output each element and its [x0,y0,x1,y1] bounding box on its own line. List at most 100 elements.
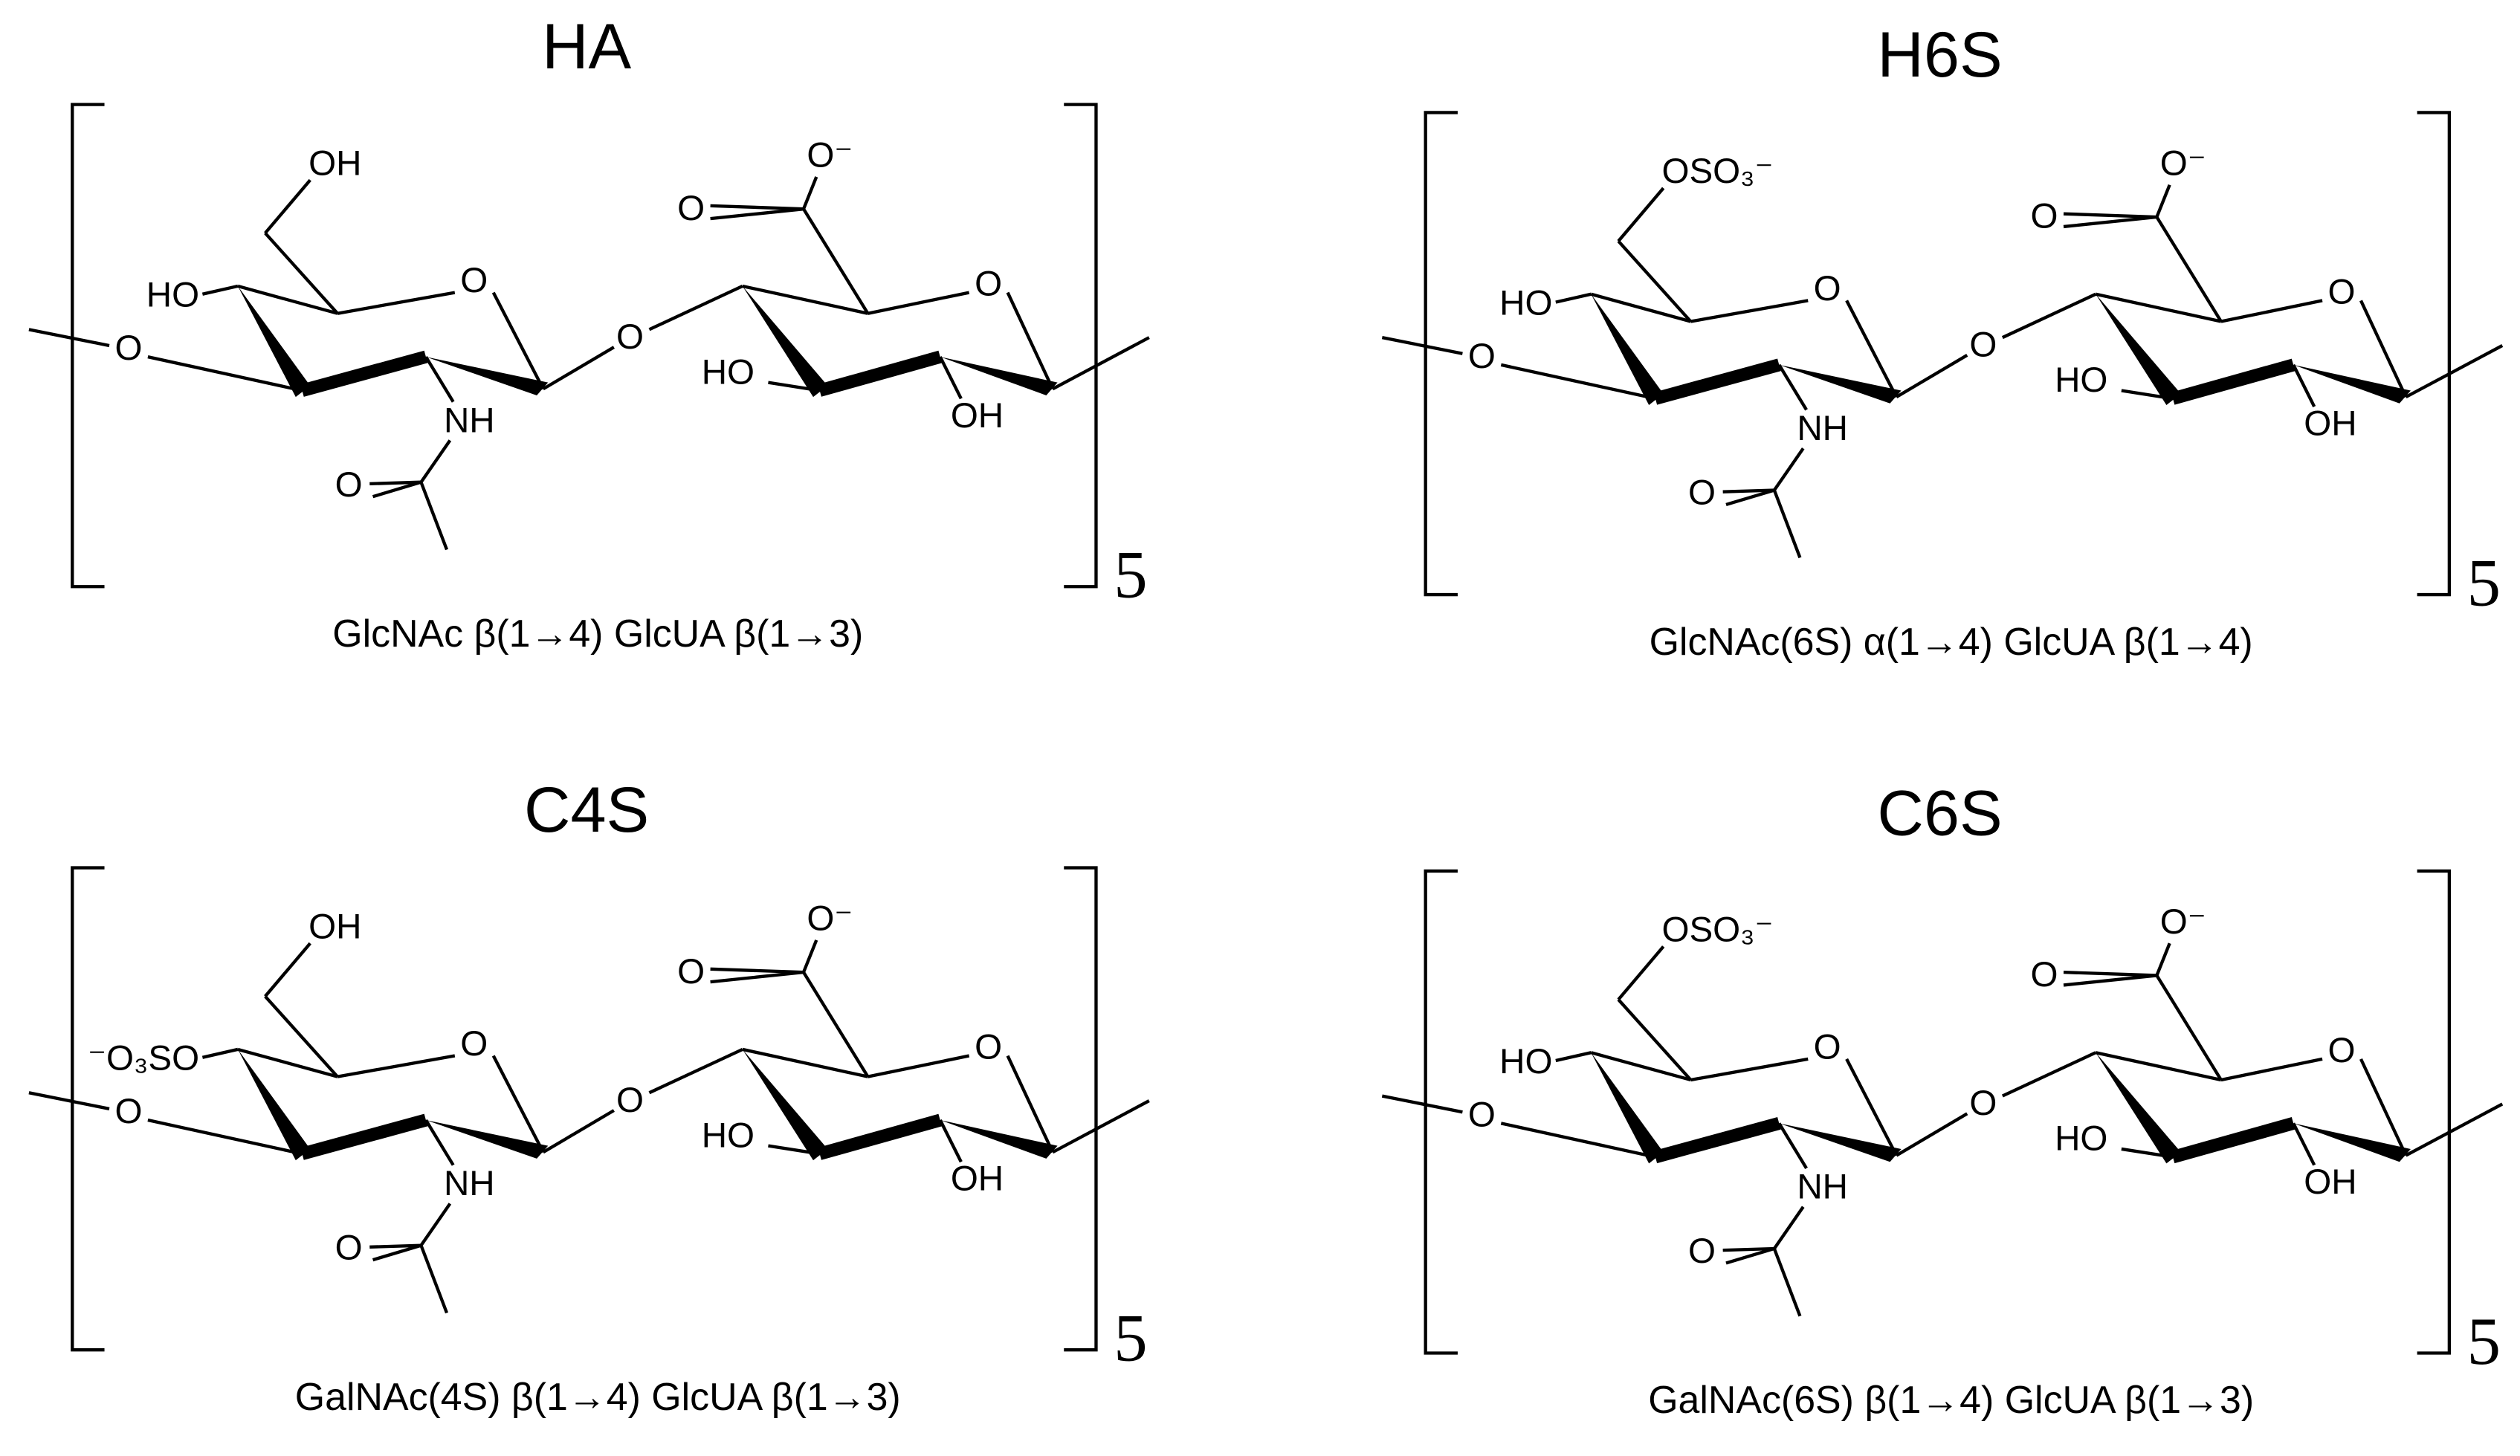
bold-bond [1653,1117,1781,1164]
bond [648,1047,743,1095]
linkage-caption: GlcNAc β(1→4) GlcUA β(1→3) [332,612,863,655]
bond [801,176,818,210]
atom-label: O [335,1229,363,1268]
atom-label: O [2031,955,2058,994]
bond [147,355,303,392]
bold-bond [300,1113,428,1160]
bold-bond [818,350,943,397]
bond [2405,1102,2504,1157]
bond [1500,1122,1656,1159]
bond [337,1054,456,1078]
bond [2095,1051,2222,1082]
atom-label: O⁻ [807,136,853,175]
atom-label: OH [951,396,1004,436]
atom-label: HO [702,352,755,392]
atom-label: O [1814,269,1841,308]
bracket-right [1064,866,1098,1352]
bond [1896,1112,1968,1157]
atom-label: OH [2304,1162,2356,1202]
bond [648,284,743,331]
bond [1772,489,1802,559]
atom-label: O [460,261,488,300]
bond [802,971,870,1078]
bold-bond [2171,358,2296,405]
bond [2063,215,2157,229]
bold-bond [1653,358,1781,405]
atom-label: HO [702,1116,755,1155]
atom-label: O [1468,337,1496,376]
repeat-count: 5 [1114,537,1147,612]
bond [801,939,818,973]
atom-label: HO [1499,1042,1552,1081]
bracket-left [71,866,105,1352]
linkage-caption: GalNAc(4S) β(1→4) GlcUA β(1→3) [295,1375,901,1418]
bold-bond [300,350,428,397]
bond [1845,1058,1899,1156]
bond [1773,1206,1805,1250]
bond [2359,300,2408,398]
bond [868,1054,970,1078]
bond [1722,488,1774,494]
atom-label: OSO₃⁻ [1661,152,1773,191]
bond [1006,1055,1055,1154]
linkage-caption: GlcNAc(6S) α(1→4) GlcUA β(1→4) [1650,620,2253,663]
bond [1381,336,1463,355]
atom-label: OH [308,143,361,183]
wedge-bond [2293,1123,2411,1162]
atom-label: HO [2055,1119,2107,1159]
bond [1052,336,1150,391]
panel-title: HA [542,11,631,82]
bond [710,204,804,211]
bond [1773,447,1805,491]
bond [369,480,421,486]
bracket-right [2417,111,2452,597]
atom-label: O [975,1027,1002,1067]
atom-label: O⁻ [2160,143,2206,183]
wedge-bond [2096,294,2181,405]
atom-label: O [1814,1027,1841,1067]
bracket-left [71,103,105,589]
bond [264,995,339,1078]
atom-label: NH [444,401,495,440]
structure-panel: C4S 5 GalNAc(4S) β(1→4) GlcUA β(1→3) O ⁻O₃SO… [28,774,1150,1418]
bond [491,291,545,390]
bond [28,1091,110,1111]
bond [1617,187,1665,242]
bond [2063,970,2157,977]
bond [1725,488,1775,507]
panel-title: C4S [524,774,649,846]
bond [2220,299,2323,323]
bond [1052,1099,1150,1154]
atom-label: HO [1499,283,1552,323]
atom-label: O [114,1092,142,1131]
bond [542,1109,615,1154]
bond [1777,1122,1808,1170]
linkage-caption: GalNAc(6S) β(1→4) GlcUA β(1→3) [1648,1378,2254,1421]
atom-label: OSO₃⁻ [1661,910,1773,950]
atom-label: OH [308,907,361,946]
bold-bond [2171,1117,2296,1164]
bond [264,232,339,315]
bond [938,356,963,400]
bond [2001,1051,2097,1098]
atom-label: ⁻O₃SO [88,1039,199,1078]
bond [1722,1246,1774,1252]
bond [2359,1058,2408,1156]
bond [424,1119,455,1166]
bond [742,284,868,315]
bond [1617,998,1693,1081]
atom-label: O [1688,1232,1716,1271]
bond [419,439,452,483]
bond [868,291,970,315]
wedge-bond [2096,1052,2181,1164]
bond [1590,1051,1691,1082]
repeat-count: 5 [2467,1304,2501,1379]
wedge-bond [1779,1123,1902,1162]
bond [1617,945,1665,1001]
atom-label: O [114,329,142,368]
bond [1555,1051,1592,1063]
wedge-bond [940,1120,1058,1159]
